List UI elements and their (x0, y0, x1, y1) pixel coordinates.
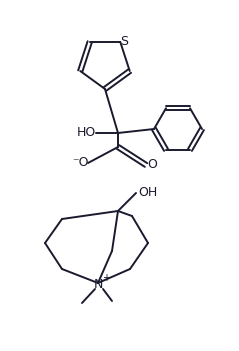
Text: N: N (93, 278, 103, 291)
Text: ⁻O: ⁻O (72, 155, 88, 168)
Text: O: O (147, 159, 157, 172)
Text: OH: OH (138, 186, 157, 199)
Text: S: S (120, 35, 128, 48)
Text: HO: HO (76, 126, 96, 139)
Text: +: + (102, 273, 110, 283)
